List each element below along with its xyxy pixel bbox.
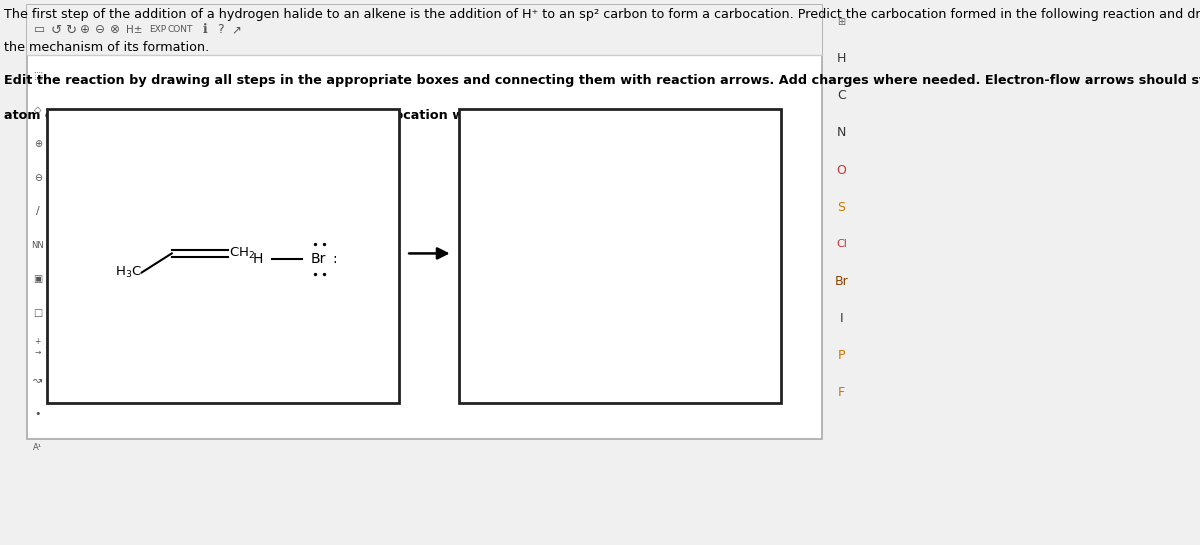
Text: ⊖: ⊖ [34,173,42,183]
Text: □: □ [34,308,42,318]
Text: NN: NN [31,241,44,250]
Text: H: H [252,252,263,266]
Text: •: • [35,409,41,419]
Text: CH$_2$: CH$_2$ [229,246,256,261]
Text: ⊗: ⊗ [110,23,120,37]
Text: :: : [332,252,337,266]
Text: the mechanism of its formation.: the mechanism of its formation. [5,41,210,54]
Bar [47,109,400,403]
Text: H±: H± [126,25,142,35]
Text: ⬚: ⬚ [34,71,42,81]
Text: EXP: EXP [150,26,167,34]
Text: ▣: ▣ [34,274,42,284]
Text: P: P [838,349,845,362]
Bar [460,109,781,403]
Text: The first step of the addition of a hydrogen halide to an alkene is the addition: The first step of the addition of a hydr… [5,8,1200,21]
Text: ⊞: ⊞ [838,17,846,27]
Text: C: C [838,89,846,102]
Text: ↻: ↻ [65,23,76,37]
Text: ↺: ↺ [50,23,61,37]
Text: Br: Br [311,252,326,266]
Text: H: H [836,52,846,65]
Text: ◇: ◇ [34,105,42,115]
Text: F: F [838,386,845,399]
Text: ?: ? [217,23,224,37]
Text: Cl: Cl [836,239,847,249]
Text: ↗: ↗ [232,23,241,37]
Text: CONT: CONT [168,26,193,34]
Text: N: N [836,126,846,140]
Text: ↝: ↝ [34,376,42,385]
Text: O: O [836,164,846,177]
Text: I: I [840,312,844,325]
Text: ▭: ▭ [34,23,46,37]
Text: ⊕: ⊕ [80,23,90,37]
Text: Edit the reaction by drawing all steps in the appropriate boxes and connecting t: Edit the reaction by drawing all steps i… [5,74,1200,87]
Text: ⊖: ⊖ [95,23,104,37]
Text: H$_3$C: H$_3$C [115,265,142,280]
Text: +
→: + → [35,337,41,356]
Text: atom or a bond and should end on an atom, bond, or location where a new bond sho: atom or a bond and should end on an atom… [5,109,725,122]
Text: /: / [36,207,40,216]
Bar [28,5,822,439]
Text: ℹ: ℹ [203,23,208,37]
Text: S: S [838,201,846,214]
Text: Br: Br [835,275,848,288]
Text: ⊕: ⊕ [34,139,42,149]
Bar [28,5,822,55]
Text: A¹: A¹ [34,444,42,452]
